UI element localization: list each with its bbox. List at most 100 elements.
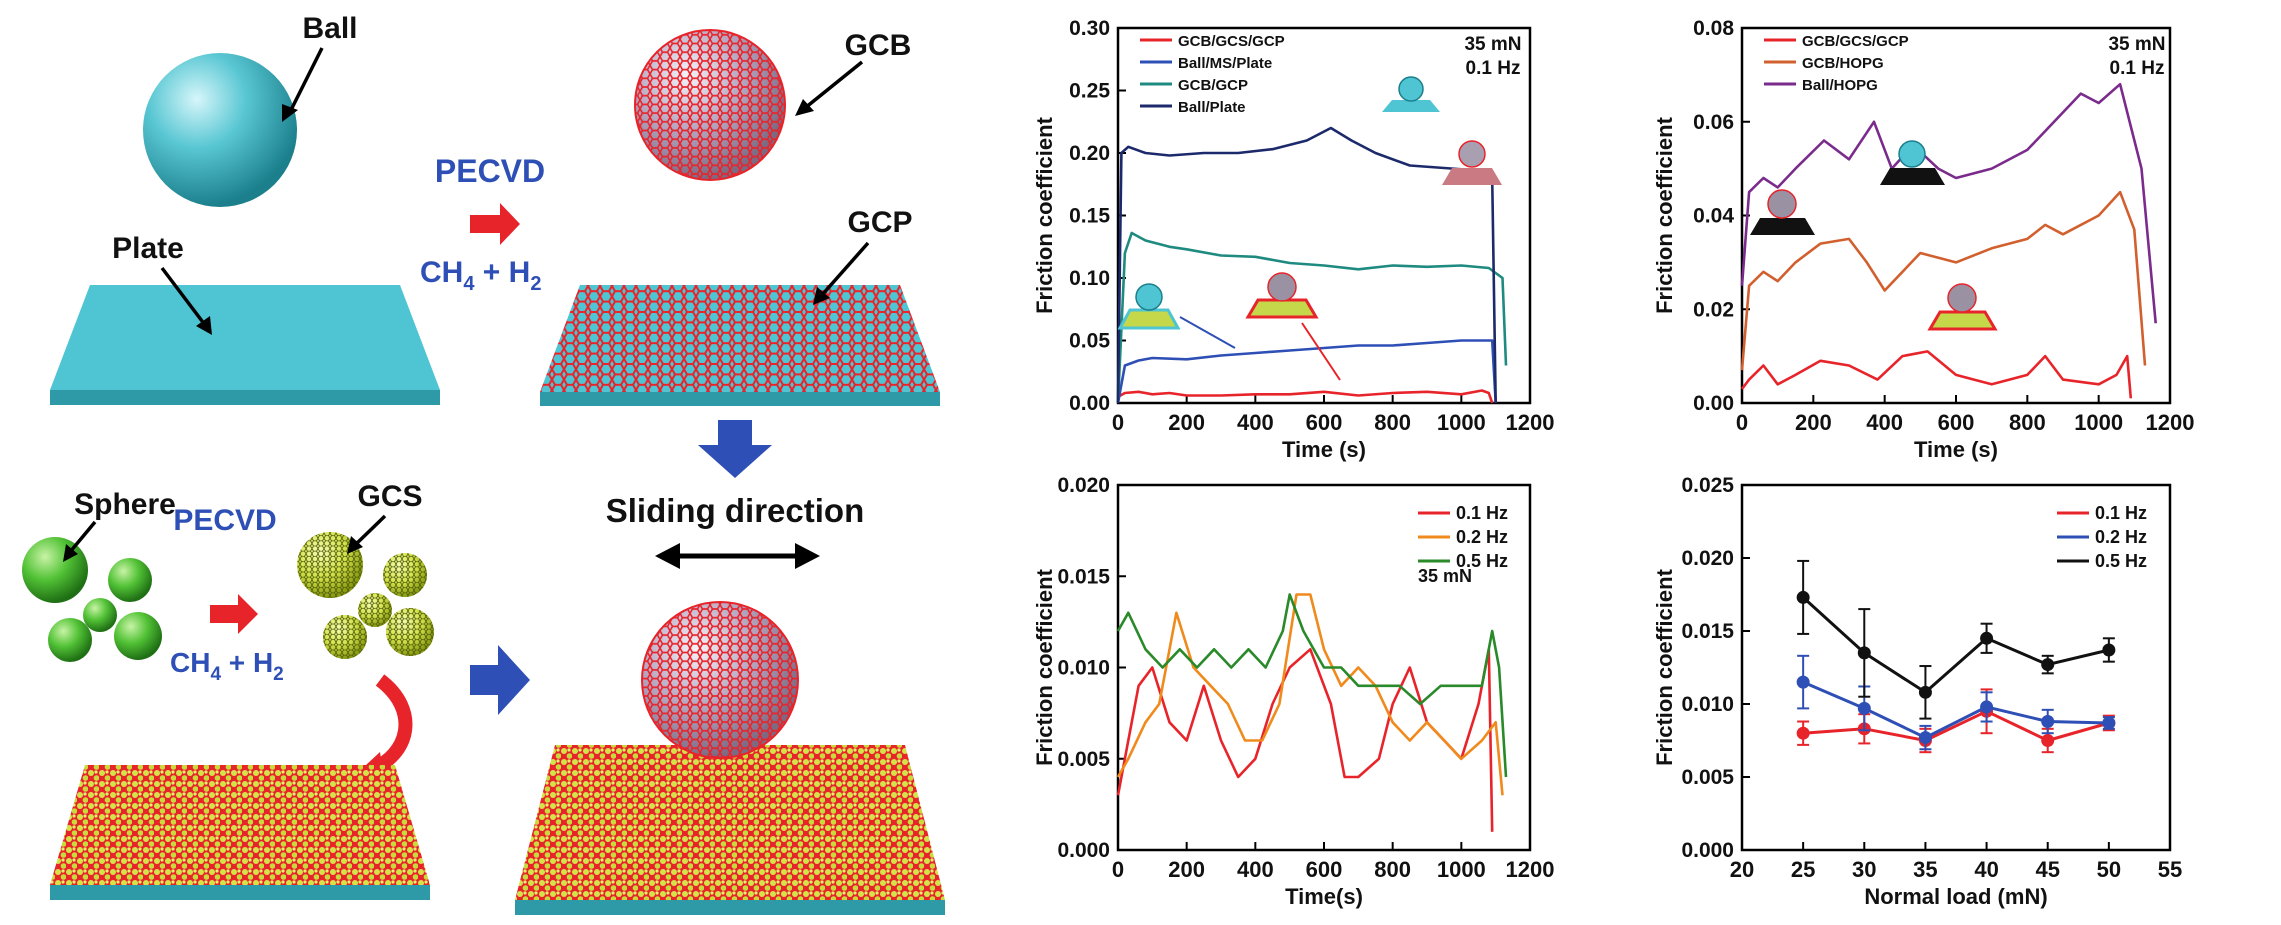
- series-line-0: [1116, 648, 1494, 832]
- annotation-label: 35 mN: [2108, 34, 2165, 55]
- legend-label: 0.2 Hz: [1456, 527, 1508, 547]
- x-tick-label: 1000: [1437, 410, 1486, 435]
- y-tick-label: 0.025: [1681, 475, 1734, 497]
- inset-pointer-blue: [1179, 316, 1236, 349]
- arrow-gcb: [803, 60, 864, 110]
- x-tick-label: 0: [1736, 410, 1748, 435]
- data-point: [1857, 701, 1871, 715]
- x-axis-label: Time(s): [1285, 884, 1363, 909]
- series-line-0: [1117, 389, 1494, 404]
- data-point: [2102, 643, 2116, 657]
- series-line-2: [1740, 82, 2157, 324]
- y-tick-label: 0.04: [1693, 205, 1734, 228]
- x-tick-label: 200: [1168, 410, 1205, 435]
- x-tick-label: 800: [1374, 857, 1411, 882]
- plot-frame: [1740, 483, 2172, 852]
- y-axis-label: Friction coefficient: [1652, 116, 1677, 313]
- gcp-plate-edge: [540, 392, 940, 406]
- x-tick-label: 1000: [2074, 410, 2123, 435]
- inset-ball-plate-base: [1382, 100, 1440, 112]
- y-axis-label: Friction coefficient: [1032, 568, 1057, 765]
- arrow-gcs: [353, 514, 387, 547]
- y-tick-label: 0.00: [1069, 392, 1110, 415]
- x-tick-label: 35: [1913, 857, 1937, 882]
- arrow-gcp: [820, 241, 870, 297]
- label-ball: Ball: [302, 12, 357, 45]
- data-point: [1796, 675, 1810, 689]
- annotation-label: 35 mN: [1418, 566, 1472, 586]
- series-line-2: [1802, 596, 2110, 694]
- gcs-plate-top: [50, 765, 430, 885]
- data-point: [1796, 726, 1810, 740]
- data-point: [1796, 590, 1810, 604]
- y-tick-label: 0.000: [1681, 839, 1734, 862]
- y-tick-label: 0.00: [1693, 392, 1734, 415]
- y-tick-label: 0.005: [1681, 766, 1734, 789]
- gcp-plate-top: [540, 285, 940, 392]
- label-gcs: GCS: [357, 480, 422, 513]
- label-plate: Plate: [112, 232, 184, 265]
- inset-hopg-base-2: [1750, 218, 1815, 235]
- x-tick-label: 400: [1237, 857, 1274, 882]
- x-tick-label: 1000: [1437, 857, 1486, 882]
- red-curved-arrow: [367, 674, 413, 777]
- legend-label: 0.1 Hz: [1456, 503, 1508, 523]
- green-sphere-4: [48, 618, 92, 662]
- x-tick-label: 600: [1938, 410, 1975, 435]
- data-point: [1980, 631, 1994, 645]
- inset-gcb-hopg-icon: [1767, 189, 1797, 219]
- series-line-2: [1116, 231, 1508, 404]
- inset-ball-hopg-icon: [1898, 140, 1926, 168]
- x-tick-label: 55: [2158, 857, 2182, 882]
- schematic-illustration: Ball Plate PECVD CH4 + H2 GCB GCP Slidin…: [22, 12, 945, 915]
- arrowhead-gcp: [813, 287, 830, 305]
- inset-ball-ms-icon: [1135, 283, 1163, 311]
- data-point: [1857, 646, 1871, 660]
- series-line-0: [1740, 350, 2133, 399]
- y-tick-label: 0.20: [1069, 142, 1110, 165]
- series-line-0: [1802, 709, 2110, 742]
- inset-ball-icon: [1398, 76, 1424, 102]
- label-gas-bottom: CH4 + H2: [170, 647, 284, 685]
- x-tick-label: 600: [1306, 410, 1343, 435]
- y-tick-label: 0.30: [1069, 20, 1110, 40]
- x-tick-label: 30: [1852, 857, 1876, 882]
- annotation-label: 35 mN: [1464, 34, 1521, 55]
- x-tick-label: 600: [1306, 857, 1343, 882]
- legend-label: Ball/Plate: [1178, 99, 1246, 116]
- data-point: [1980, 700, 1994, 714]
- y-tick-label: 0.10: [1069, 267, 1110, 290]
- series-line-1: [1116, 339, 1497, 404]
- x-tick-label: 0: [1112, 410, 1124, 435]
- gcs-particle-3-mesh: [358, 593, 392, 627]
- x-tick-label: 400: [1237, 410, 1274, 435]
- gcs-particle-4-mesh: [323, 615, 367, 659]
- y-tick-label: 0.02: [1693, 298, 1734, 321]
- x-tick-label: 1200: [2146, 410, 2195, 435]
- arrow-plate: [160, 266, 207, 327]
- y-tick-label: 0.25: [1069, 80, 1110, 103]
- chart-friction-time-hopg: 0 200 400 600 800 1000 1200 0.00 0.02 0.04 0.06 0.0…: [1652, 20, 2195, 462]
- x-axis-label: Normal load (mN): [1864, 884, 2047, 909]
- label-pecvd-bottom: PECVD: [173, 504, 276, 537]
- inset-gcb-gcs-icon-2: [1947, 283, 1977, 313]
- inset-gcb-icon: [1458, 140, 1486, 168]
- sliding-arrow-right: [795, 543, 820, 569]
- legend-label: GCB/HOPG: [1802, 55, 1884, 72]
- label-pecvd-top: PECVD: [435, 153, 545, 189]
- y-tick-label: 0.000: [1057, 839, 1110, 862]
- y-tick-label: 0.08: [1693, 20, 1734, 40]
- chart-friction-normal-load: 20 25 30 35 40 45 50 55 0.000 0.005 0.010 0.015 0.02…: [1652, 475, 2182, 909]
- red-arrow-top: [470, 203, 520, 245]
- gcs-particle-2-mesh: [383, 553, 427, 597]
- x-axis-label: Time (s): [1282, 437, 1366, 462]
- x-tick-label: 200: [1795, 410, 1832, 435]
- green-sphere-5: [114, 612, 162, 660]
- label-sphere: Sphere: [74, 488, 176, 521]
- x-tick-label: 400: [1866, 410, 1903, 435]
- x-tick-label: 40: [1974, 857, 1998, 882]
- inset-ms-plate: [1117, 308, 1181, 330]
- inset-gcs-plate-2: [1927, 310, 1998, 331]
- inset-hopg-base-1: [1880, 168, 1945, 185]
- green-sphere-1: [22, 537, 88, 603]
